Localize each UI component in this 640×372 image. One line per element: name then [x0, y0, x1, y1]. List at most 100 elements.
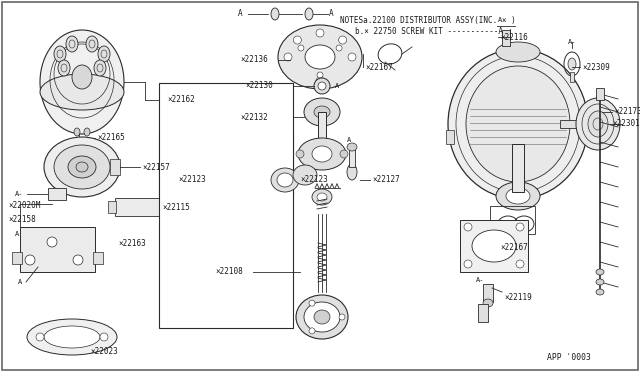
Ellipse shape: [448, 49, 588, 199]
Bar: [12, 252, 22, 264]
Ellipse shape: [314, 106, 330, 118]
Bar: [93, 252, 103, 264]
Text: ×22108: ×22108: [215, 267, 243, 276]
Ellipse shape: [47, 237, 57, 247]
Ellipse shape: [305, 8, 313, 20]
Text: A: A: [238, 10, 243, 19]
Ellipse shape: [314, 310, 330, 324]
Ellipse shape: [305, 45, 335, 69]
Bar: [349, 149, 355, 167]
Ellipse shape: [278, 25, 362, 89]
Ellipse shape: [304, 302, 340, 332]
Text: ×22167: ×22167: [365, 62, 393, 71]
Ellipse shape: [568, 58, 576, 70]
Bar: [108, 201, 116, 213]
Ellipse shape: [596, 279, 604, 285]
Text: ×22020M: ×22020M: [8, 202, 40, 211]
Text: ×22123: ×22123: [300, 176, 328, 185]
Text: ×22301: ×22301: [612, 119, 640, 128]
Text: A-: A-: [568, 39, 577, 45]
Ellipse shape: [316, 77, 324, 85]
Ellipse shape: [347, 164, 357, 180]
Ellipse shape: [304, 98, 340, 126]
Ellipse shape: [94, 60, 106, 76]
Ellipse shape: [277, 173, 293, 187]
Text: ×22167: ×22167: [500, 243, 528, 251]
Bar: [115, 198, 160, 216]
Ellipse shape: [506, 188, 530, 204]
Bar: [159, 83, 293, 328]
Ellipse shape: [40, 74, 124, 110]
Bar: [483, 284, 493, 302]
Text: ×22309: ×22309: [582, 62, 610, 71]
Ellipse shape: [86, 36, 98, 52]
Bar: [478, 304, 488, 322]
Ellipse shape: [348, 53, 356, 61]
Text: ×22173: ×22173: [614, 108, 640, 116]
Ellipse shape: [36, 333, 44, 341]
Bar: [52, 230, 74, 238]
Text: APP '0003: APP '0003: [547, 353, 591, 362]
Bar: [20, 227, 95, 272]
Bar: [596, 88, 604, 100]
Text: b.× 22750 SCREW KIT -----------A: b.× 22750 SCREW KIT -----------A: [355, 28, 503, 36]
Ellipse shape: [58, 60, 70, 76]
Ellipse shape: [54, 145, 110, 189]
Ellipse shape: [298, 45, 304, 51]
Text: A: A: [347, 137, 351, 143]
Text: A: A: [498, 17, 502, 23]
Text: ×22157: ×22157: [142, 163, 170, 171]
Text: A-: A-: [15, 191, 24, 197]
Ellipse shape: [271, 168, 299, 192]
Ellipse shape: [347, 143, 357, 151]
Ellipse shape: [98, 46, 110, 62]
Bar: [502, 30, 510, 46]
Text: A-: A-: [476, 277, 484, 283]
Ellipse shape: [576, 98, 620, 150]
Bar: [110, 159, 120, 175]
Ellipse shape: [466, 66, 570, 182]
Ellipse shape: [296, 150, 304, 158]
Text: ×22119: ×22119: [504, 292, 532, 301]
Bar: [560, 120, 588, 128]
Ellipse shape: [66, 36, 78, 52]
Ellipse shape: [271, 8, 279, 20]
Ellipse shape: [44, 137, 120, 197]
Text: ×22158: ×22158: [8, 215, 36, 224]
Text: ×22115: ×22115: [162, 202, 189, 212]
Ellipse shape: [314, 78, 330, 94]
Ellipse shape: [464, 260, 472, 268]
Ellipse shape: [293, 36, 301, 44]
Text: A: A: [329, 10, 333, 19]
Ellipse shape: [284, 53, 292, 61]
Ellipse shape: [309, 328, 315, 334]
Ellipse shape: [496, 182, 540, 210]
Ellipse shape: [472, 230, 516, 262]
Ellipse shape: [298, 138, 346, 170]
Text: ×22127: ×22127: [372, 176, 400, 185]
Ellipse shape: [317, 72, 323, 78]
Ellipse shape: [25, 255, 35, 265]
Ellipse shape: [316, 29, 324, 37]
Bar: [570, 72, 574, 82]
Text: A: A: [335, 83, 339, 89]
Ellipse shape: [317, 193, 327, 201]
Ellipse shape: [72, 65, 92, 89]
Text: A: A: [18, 279, 22, 285]
Ellipse shape: [74, 128, 80, 136]
Text: ×22163: ×22163: [118, 240, 146, 248]
Ellipse shape: [596, 269, 604, 275]
Ellipse shape: [68, 156, 96, 178]
Ellipse shape: [309, 300, 315, 306]
Text: ×22116: ×22116: [500, 32, 528, 42]
Ellipse shape: [73, 255, 83, 265]
Ellipse shape: [44, 326, 100, 348]
Text: ×22136: ×22136: [240, 55, 268, 64]
Ellipse shape: [596, 289, 604, 295]
Text: ×22165: ×22165: [97, 134, 125, 142]
Bar: [583, 120, 591, 134]
Text: ×22162: ×22162: [167, 96, 195, 105]
Bar: [159, 134, 293, 196]
Bar: [446, 130, 454, 144]
Ellipse shape: [40, 30, 124, 134]
